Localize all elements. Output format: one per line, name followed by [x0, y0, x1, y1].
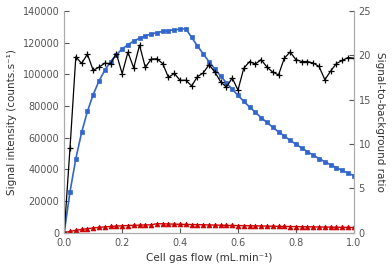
X-axis label: Cell gas flow (mL.min⁻¹): Cell gas flow (mL.min⁻¹)	[146, 253, 272, 263]
Y-axis label: Signal-to-background ratio: Signal-to-background ratio	[375, 52, 385, 192]
Y-axis label: Signal intensity (counts.s⁻¹): Signal intensity (counts.s⁻¹)	[7, 49, 17, 195]
